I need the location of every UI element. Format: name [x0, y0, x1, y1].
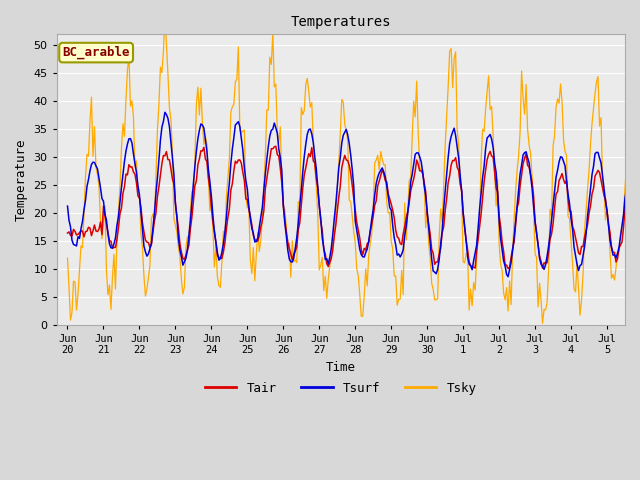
- Legend: Tair, Tsurf, Tsky: Tair, Tsurf, Tsky: [200, 377, 481, 399]
- Y-axis label: Temperature: Temperature: [15, 138, 28, 221]
- X-axis label: Time: Time: [326, 361, 356, 374]
- Title: Temperatures: Temperatures: [291, 15, 391, 29]
- Text: BC_arable: BC_arable: [62, 46, 130, 59]
